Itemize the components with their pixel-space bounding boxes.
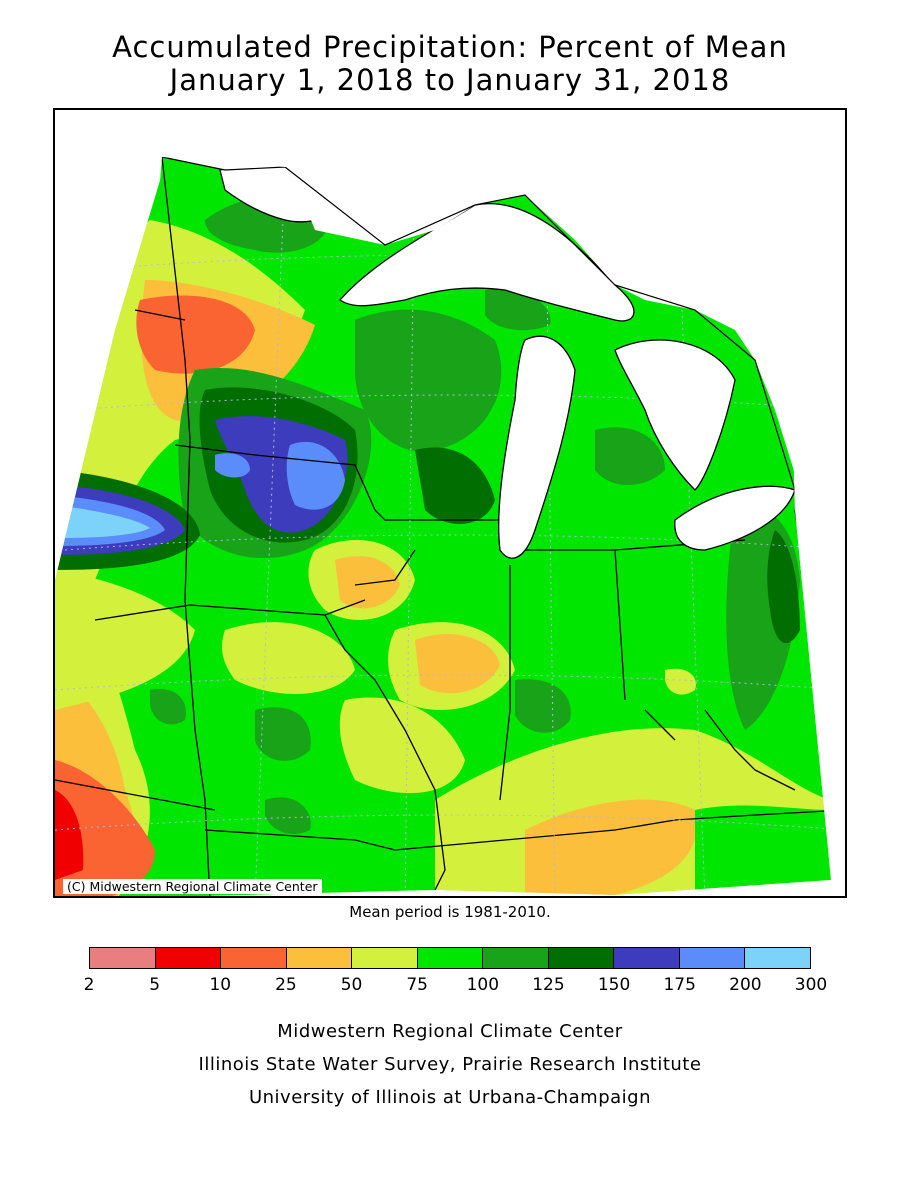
color-legend (89, 947, 811, 969)
precipitation-map: (C) Midwestern Regional Climate Center (53, 108, 847, 898)
legend-tick-label: 25 (275, 975, 297, 995)
legend-tick-label: 2 (83, 975, 95, 995)
state-boundaries (55, 156, 845, 896)
legend-tick-label: 200 (729, 975, 762, 995)
legend-tick-label: 100 (466, 975, 500, 995)
legend-tick-label: 50 (340, 975, 363, 995)
copyright-label: (C) Midwestern Regional Climate Center (63, 879, 322, 894)
legend-tick-label: 175 (663, 975, 696, 995)
credit-center: Midwestern Regional Climate Center (277, 1021, 623, 1042)
legend-swatch (352, 948, 418, 968)
legend-tick-label: 300 (794, 975, 828, 995)
map-canvas (55, 110, 845, 896)
legend-swatch (417, 948, 484, 968)
legend-swatch (90, 948, 156, 968)
canada-mask (55, 110, 845, 510)
credit-survey: Illinois State Water Survey, Prairie Res… (198, 1054, 702, 1075)
legend-tick-label: 10 (209, 975, 232, 995)
map-date-range: January 1, 2018 to January 31, 2018 (169, 63, 731, 97)
domain-mask (55, 110, 845, 896)
legend-tick-label: 75 (406, 975, 428, 995)
legend-tick-label: 5 (149, 975, 161, 995)
legend-swatch (155, 948, 222, 968)
legend-swatch (745, 948, 811, 968)
mean-period-note: Mean period is 1981-2010. (349, 903, 551, 921)
legend-swatch (548, 948, 615, 968)
great-lakes (219, 147, 796, 559)
legend-swatch (614, 948, 680, 968)
legend-tick-label: 150 (597, 975, 631, 995)
legend-tick-label: 125 (532, 975, 565, 995)
international-border (161, 156, 816, 511)
map-title: Accumulated Precipitation: Percent of Me… (112, 30, 788, 64)
legend-swatch (483, 948, 549, 968)
legend-swatch (221, 948, 287, 968)
credit-university: University of Illinois at Urbana-Champai… (248, 1087, 652, 1108)
legend-swatch (286, 948, 353, 968)
legend-swatch (679, 948, 746, 968)
legend-tick-labels: 2 5 10 25 50 75 100 125 150 175 200 300 (84, 975, 828, 995)
